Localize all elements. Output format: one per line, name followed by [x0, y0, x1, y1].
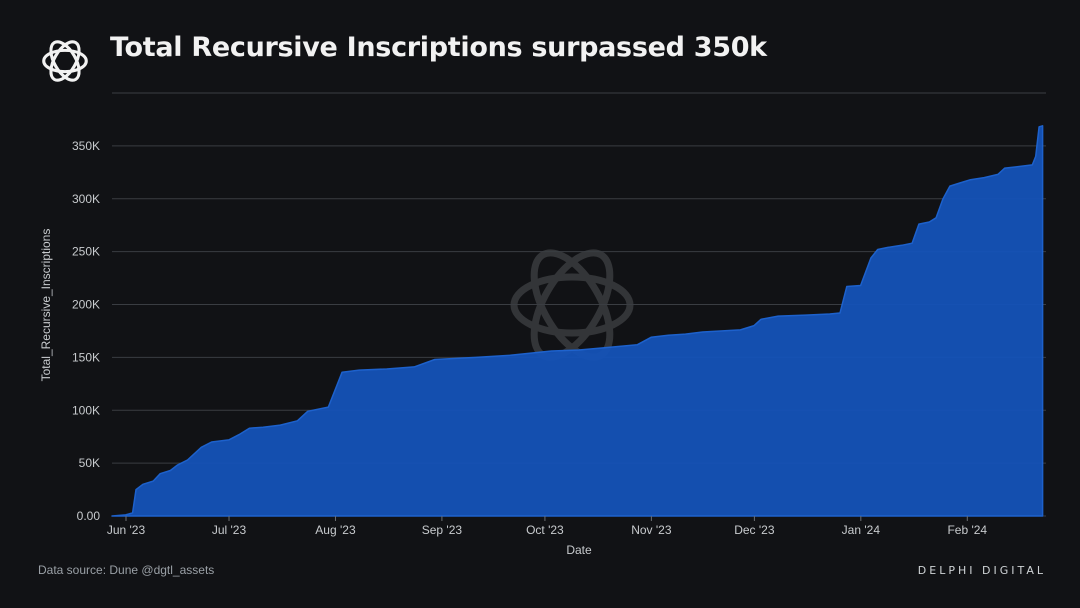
x-tick-label: Jul '23: [212, 523, 247, 537]
x-tick-label: Jan '24: [842, 523, 881, 537]
x-tick-label: Oct '23: [526, 523, 564, 537]
y-tick-label: 100K: [72, 403, 100, 417]
x-tick-label: Dec '23: [734, 523, 775, 537]
y-tick-label: 150K: [72, 350, 100, 364]
x-tick-label: Sep '23: [422, 523, 463, 537]
data-source: Data source: Dune @dgtl_assets: [38, 563, 215, 577]
y-tick-label: 50K: [79, 456, 100, 470]
x-tick-label: Feb '24: [947, 523, 987, 537]
page-title: Total Recursive Inscriptions surpassed 3…: [110, 32, 767, 63]
y-tick-label: 0.00: [77, 509, 101, 523]
y-tick-label: 350K: [72, 139, 100, 153]
area-series: [111, 125, 1044, 517]
y-tick-label: 300K: [72, 192, 100, 206]
delphi-knot-logo-icon: [42, 40, 88, 82]
y-axis-ticks: 0.00 50K 100K 150K 200K 250K 300K 350K: [72, 139, 100, 523]
brand-wordmark: DELPHI DIGITAL: [917, 564, 1046, 577]
y-tick-label: 250K: [72, 245, 100, 259]
x-axis-ticks: Jun '23 Jul '23 Aug '23 Sep '23 Oct '23 Nov '…: [107, 516, 987, 537]
y-axis-label: Total_Recursive_Inscriptions: [39, 229, 53, 382]
x-axis-label: Date: [566, 543, 592, 557]
x-tick-label: Aug '23: [315, 523, 356, 537]
y-tick-label: 200K: [72, 298, 100, 312]
x-tick-label: Jun '23: [107, 523, 146, 537]
x-tick-label: Nov '23: [631, 523, 672, 537]
